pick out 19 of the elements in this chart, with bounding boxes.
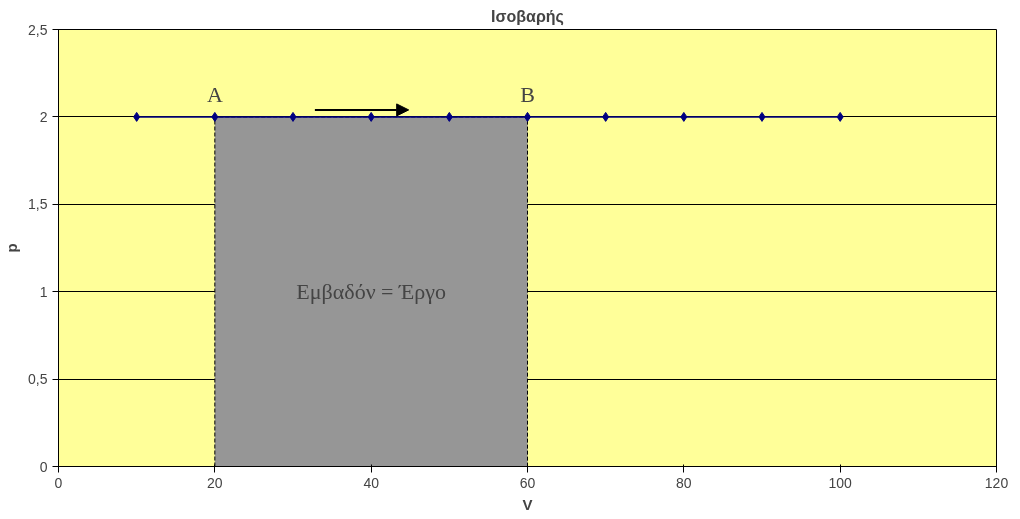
annotation: A [206, 81, 223, 107]
y-tick-label: 1 [39, 283, 48, 300]
x-tick-label: 20 [207, 474, 223, 491]
y-tick-label: 1,5 [28, 196, 48, 213]
y-axis-title: p [3, 243, 21, 253]
y-tick-label: 0 [39, 458, 48, 475]
annotation: Εμβαδόν = Έργο [296, 279, 446, 305]
annotation: B [520, 81, 535, 107]
x-tick-label: 40 [363, 474, 380, 491]
y-tick-label: 0,5 [28, 371, 48, 388]
x-tick-label: 80 [676, 474, 692, 491]
x-tick-label: 60 [519, 474, 536, 491]
y-tick-label: 2,5 [28, 21, 48, 38]
x-tick-label: 0 [54, 474, 63, 491]
x-axis-title: V [522, 495, 533, 513]
chart-title: Ισοβαρής [491, 7, 564, 26]
x-tick-label: 120 [984, 474, 1009, 491]
y-tick-label: 2 [39, 108, 48, 125]
x-tick-label: 100 [828, 474, 853, 491]
